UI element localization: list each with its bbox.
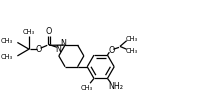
Text: N: N [55, 45, 61, 54]
Text: O: O [35, 45, 42, 54]
Text: O: O [108, 46, 115, 55]
Text: CH₃: CH₃ [23, 29, 35, 35]
Text: CH₃: CH₃ [0, 38, 13, 45]
Text: N: N [60, 39, 66, 48]
Text: CH₃: CH₃ [126, 48, 138, 54]
Text: CH₃: CH₃ [0, 54, 13, 60]
Text: O: O [46, 27, 52, 36]
Text: NH₂: NH₂ [109, 82, 124, 91]
Text: CH₃: CH₃ [80, 85, 92, 91]
Text: CH₃: CH₃ [126, 36, 138, 42]
